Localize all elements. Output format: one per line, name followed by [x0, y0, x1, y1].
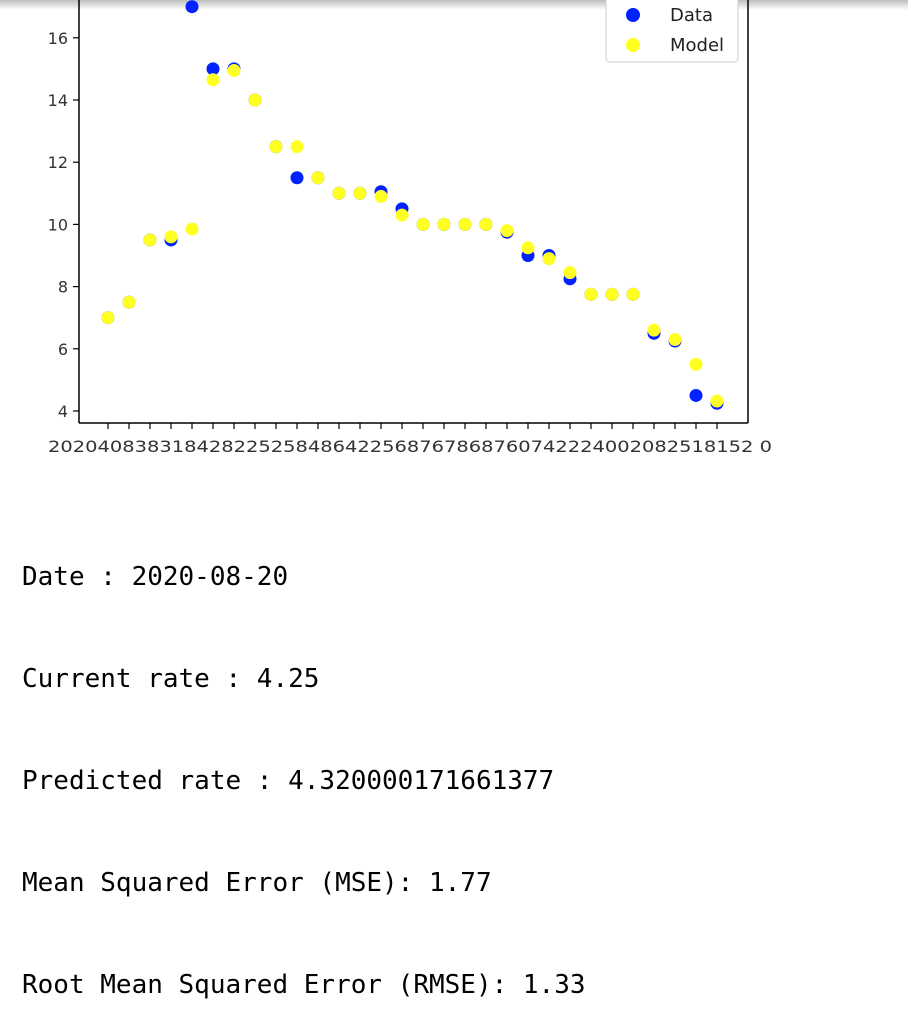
model-point	[584, 287, 598, 301]
model-point	[563, 266, 577, 280]
y-tick-label: 14	[48, 91, 68, 110]
data-point	[290, 171, 304, 185]
output-text: Date : 2020-08-20 Current rate : 4.25 Pr…	[22, 492, 586, 1036]
legend-marker-data	[626, 8, 640, 22]
data-point	[689, 388, 703, 402]
data-point	[206, 62, 220, 76]
top-shadow	[0, 0, 908, 10]
legend-label-data: Data	[670, 5, 713, 26]
model-point	[416, 217, 430, 231]
output-date: Date : 2020-08-20	[22, 562, 289, 592]
legend: Data Model	[605, 0, 739, 63]
model-point	[437, 217, 451, 231]
model-point	[374, 189, 388, 203]
scatter-chart: 4 6 8 10 12 14 16 2020408383184282252584864225…	[48, 0, 772, 456]
y-tick-label: 16	[48, 29, 68, 48]
output-current-rate: Current rate : 4.25	[22, 664, 320, 694]
output-predicted-rate: Predicted rate : 4.320000171661377	[22, 766, 555, 796]
model-point	[710, 394, 724, 408]
model-point	[269, 140, 283, 154]
y-tick-label: 8	[58, 278, 68, 297]
model-point	[521, 241, 535, 255]
model-point	[164, 230, 178, 244]
model-point	[605, 287, 619, 301]
y-tick-label: 12	[48, 153, 68, 172]
model-point	[500, 224, 514, 238]
data-point	[185, 0, 199, 14]
model-point	[311, 171, 325, 185]
model-point	[122, 295, 136, 309]
y-tick-label: 6	[58, 340, 68, 359]
model-point	[353, 186, 367, 200]
model-point	[227, 63, 241, 77]
model-point	[332, 186, 346, 200]
legend-label-model: Model	[670, 35, 724, 56]
model-point	[626, 287, 640, 301]
output-mse: Mean Squared Error (MSE): 1.77	[22, 868, 492, 898]
model-point	[395, 208, 409, 222]
model-point	[143, 233, 157, 247]
model-point	[479, 217, 493, 231]
model-point	[290, 140, 304, 154]
y-tick-label: 4	[58, 402, 68, 421]
model-point	[248, 93, 262, 107]
output-rmse: Root Mean Squared Error (RMSE): 1.33	[22, 970, 586, 1000]
model-point	[689, 357, 703, 371]
model-point	[206, 73, 220, 87]
model-point	[668, 332, 682, 346]
model-point	[458, 217, 472, 231]
model-point	[647, 323, 661, 337]
model-point	[542, 252, 556, 266]
model-point	[101, 311, 115, 325]
legend-marker-model	[626, 38, 640, 52]
y-tick-label: 10	[48, 215, 68, 234]
model-point	[185, 222, 199, 236]
x-tick-labels: 2020408383184282252584864225687678687607…	[48, 437, 772, 456]
